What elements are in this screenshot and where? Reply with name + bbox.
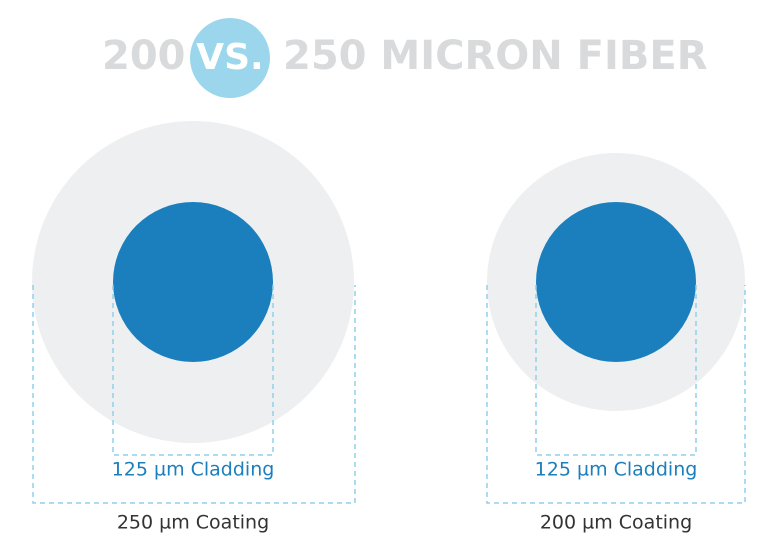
cladding-dimension	[535, 285, 697, 456]
title-left: 200	[102, 33, 186, 79]
fiber-left: 125 µm Cladding 250 µm Coating	[32, 121, 356, 534]
title-right: 250 MICRON FIBER	[283, 33, 708, 79]
coating-label: 200 µm Coating	[540, 512, 692, 534]
badge-circle	[190, 18, 270, 98]
title-badge: VS.	[196, 37, 263, 78]
coating-dimension	[486, 285, 746, 504]
cladding-circle	[113, 202, 273, 362]
cladding-circle	[536, 202, 696, 362]
coating-label: 250 µm Coating	[117, 512, 269, 534]
cladding-label: 125 µm Cladding	[112, 459, 275, 481]
cladding-dimension	[112, 285, 274, 456]
fiber-right: 125 µm Cladding 200 µm Coating	[486, 153, 746, 534]
cladding-label: 125 µm Cladding	[535, 459, 698, 481]
coating-dimension	[32, 285, 356, 504]
title: 200 VS. 250 MICRON FIBER	[102, 18, 708, 98]
